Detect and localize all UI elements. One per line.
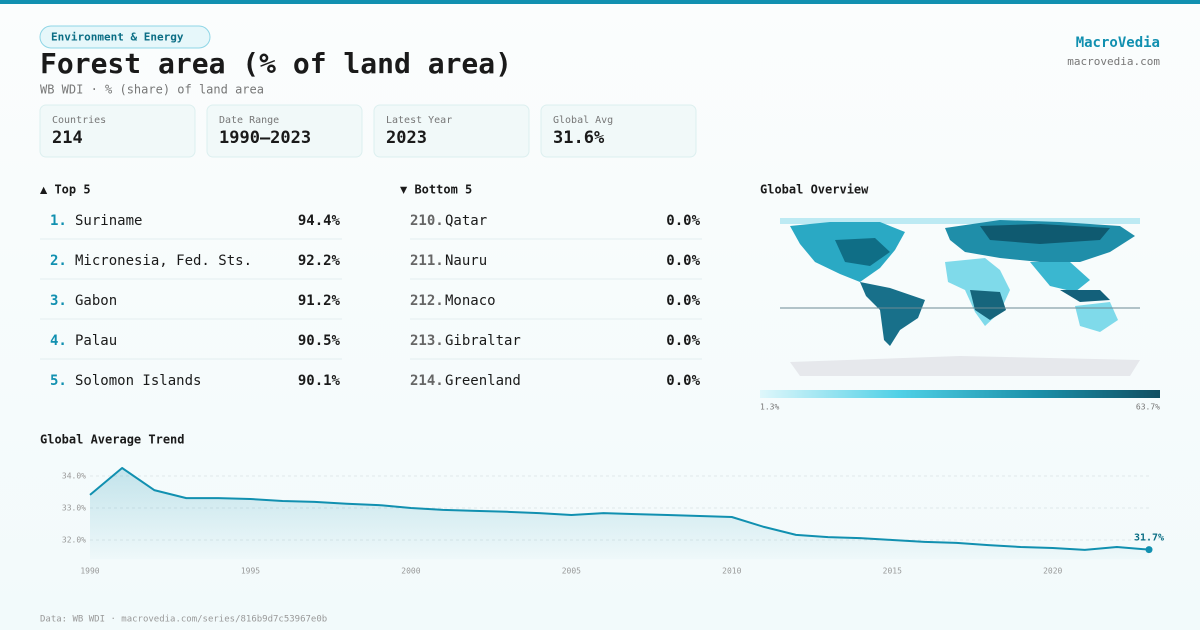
country: Gabon	[75, 293, 117, 309]
map-region	[980, 224, 1110, 244]
value: 0.0%	[666, 293, 700, 309]
map-region	[1060, 290, 1110, 302]
y-tick-label: 33.0%	[62, 504, 86, 513]
x-tick-label: 2015	[883, 567, 902, 576]
x-tick-label: 2020	[1043, 567, 1062, 576]
chart-title: Global Average Trend	[40, 433, 185, 447]
rank: 2.	[50, 253, 67, 269]
stat-label: Latest Year	[386, 115, 452, 126]
stat-value: 31.6%	[553, 128, 605, 148]
trend-line	[89, 467, 1150, 551]
stat-value: 214	[52, 128, 83, 148]
map-band	[780, 218, 1140, 224]
value: 0.0%	[666, 373, 700, 389]
footer: Data: WB WDI · macrovedia.com/series/816…	[40, 615, 327, 625]
value: 0.0%	[666, 213, 700, 229]
map-region	[1075, 302, 1118, 332]
country: Palau	[75, 333, 117, 349]
country: Solomon Islands	[75, 373, 201, 389]
value: 92.2%	[298, 253, 341, 269]
country: Nauru	[445, 253, 487, 269]
country: Gibraltar	[445, 333, 521, 349]
country: Suriname	[75, 213, 142, 229]
country: Qatar	[445, 213, 487, 229]
stat-label: Global Avg	[553, 115, 613, 126]
x-tick-label: 2000	[401, 567, 420, 576]
map-region	[1030, 262, 1090, 292]
subtitle: WB WDI · % (share) of land area	[40, 83, 264, 97]
list-title: ▼ Bottom 5	[400, 183, 472, 197]
map-region	[835, 238, 890, 266]
tag: Environment & Energy	[51, 31, 184, 44]
country: Monaco	[445, 293, 496, 309]
x-tick-label: 1995	[241, 567, 260, 576]
scale-min: 1.3%	[760, 403, 779, 412]
rank: 1.	[50, 213, 67, 229]
tag-pill	[39, 25, 211, 49]
color-scale	[760, 390, 1160, 398]
stat-card	[206, 104, 363, 158]
value: 90.5%	[298, 333, 341, 349]
trend-chart: 32.0% 33.0% 34.0% 1990 1995 2000 2005 2010 2015 2…	[62, 467, 1164, 576]
x-tick-label: 2010	[722, 567, 741, 576]
end-label: 31.7%	[1134, 533, 1164, 544]
stat-label: Date Range	[219, 115, 279, 126]
stat-card	[540, 104, 697, 158]
map-region	[860, 282, 925, 346]
y-tick-label: 32.0%	[62, 536, 86, 545]
top-bar	[0, 0, 1200, 4]
rank-lists: ▲ Top 5 1. Suriname 94.4% 2. Micronesia, Fed.…	[40, 183, 702, 389]
rank: 210.	[410, 213, 444, 229]
rank: 3.	[50, 293, 67, 309]
stat-value: 1990–2023	[219, 128, 311, 148]
value: 90.1%	[298, 373, 341, 389]
rank: 212.	[410, 293, 444, 309]
value: 0.0%	[666, 253, 700, 269]
country: Greenland	[445, 373, 521, 389]
y-tick-label: 34.0%	[62, 472, 86, 481]
value: 0.0%	[666, 333, 700, 349]
value: 91.2%	[298, 293, 341, 309]
rank: 4.	[50, 333, 67, 349]
rank: 213.	[410, 333, 444, 349]
world-map	[780, 218, 1140, 376]
stat-card	[373, 104, 530, 158]
brand: MacroVedia	[1076, 35, 1160, 51]
list-title: ▲ Top 5	[40, 183, 91, 197]
value: 94.4%	[298, 213, 341, 229]
rank: 211.	[410, 253, 444, 269]
stat-label: Countries	[52, 115, 106, 126]
stat-card	[39, 104, 196, 158]
title: Forest area (% of land area)	[40, 47, 512, 80]
map-title: Global Overview	[760, 183, 869, 197]
map-region	[970, 290, 1006, 320]
map-region	[790, 356, 1140, 376]
country: Micronesia, Fed. Sts.	[75, 253, 252, 269]
scale-max: 63.7%	[1136, 403, 1160, 412]
stat-cards: Countries 214 Date Range 1990–2023 Latest Ye…	[39, 104, 697, 158]
stat-value: 2023	[386, 128, 427, 148]
rank: 5.	[50, 373, 67, 389]
rank: 214.	[410, 373, 444, 389]
end-point	[1145, 546, 1153, 554]
x-tick-label: 2005	[562, 567, 581, 576]
brand-url: macrovedia.com	[1067, 55, 1160, 68]
x-tick-label: 1990	[80, 567, 99, 576]
